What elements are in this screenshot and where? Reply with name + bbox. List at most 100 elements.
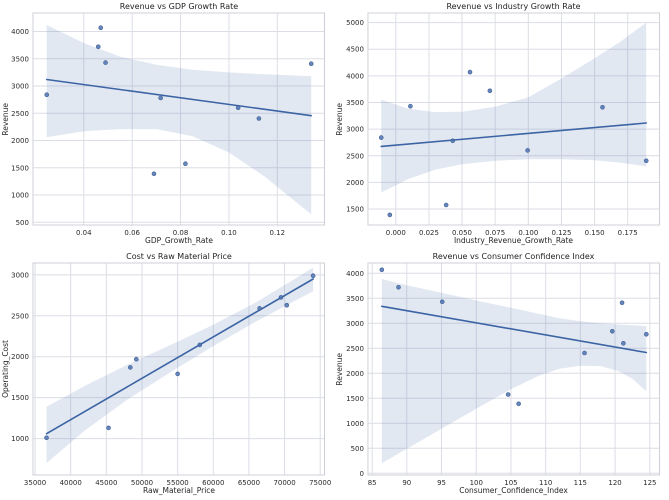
y-tick-label: 3000 [11,82,29,90]
plot-title: Revenue vs GDP Growth Rate [119,2,239,11]
axes-spine [32,12,326,226]
x-tick-label: 0.04 [76,229,92,237]
y-tick-label: 4000 [346,72,364,80]
confidence-band [380,22,646,193]
data-point [106,425,111,431]
x-tick-label: 55000 [167,479,189,487]
y-tick-label: 3500 [346,99,364,107]
x-tick-label: 40000 [60,479,82,487]
regression-line [379,122,647,148]
data-point [284,302,290,308]
axes-spine [32,262,326,476]
x-tick-label: 0.10 [221,229,237,237]
x-tick-label: 0.050 [452,229,472,237]
data-point [158,95,163,101]
x-axis-label: Industry_Revenue_Growth_Rate [453,236,574,245]
y-axis-label: Revenue [0,102,10,136]
plot-background [32,13,325,225]
y-axis-label: Revenue [335,102,344,136]
x-tick-label: 0.150 [584,229,604,237]
x-tick-label: 50000 [131,479,153,487]
x-tick-label: 75000 [309,479,331,487]
y-tick-label: 4000 [11,28,29,36]
x-tick-label: 0.06 [124,229,140,237]
y-tick-label: 1000 [346,420,364,428]
y-tick-label: 1000 [11,191,29,199]
y-tick-label: 3500 [11,55,29,63]
data-point [98,25,104,31]
axes-spine [366,262,660,476]
subplot-revenue-vs-industry-growth-rate: 0.000 0.025 0.050 0.075 0.100 0.125 0.150 0.175… [335,0,669,250]
data-point [235,105,241,111]
y-tick-label: 2000 [11,353,29,361]
data-point [175,371,180,377]
x-tick-label: 0.025 [418,229,438,237]
data-point [256,116,262,121]
data-point [133,356,139,362]
y-tick-label: 2000 [346,370,364,378]
data-point [443,202,448,208]
x-tick-label: 0.100 [518,229,538,237]
x-tick-label: 0.08 [173,229,189,237]
y-tick-label: 1500 [346,395,364,403]
data-point [407,103,413,109]
plot-title: Revenue vs Industry Growth Rate [446,2,581,11]
y-tick-label: 3500 [346,295,364,303]
x-tick-label: 0.12 [270,229,286,237]
x-axis-label: GDP_Growth_Rate [145,236,213,245]
plot-canvas: 35000 40000 45000 50000 55000 60000 65000 70000… [11,262,331,487]
plot-title: Cost vs Raw Material Price [126,252,232,261]
x-tick-label: 120 [608,479,621,487]
data-point [183,161,188,166]
data-point [95,44,101,50]
y-tick-label: 500 [350,445,363,453]
y-tick-label: 2500 [11,110,29,118]
y-tick-label: 1500 [346,205,364,213]
plot-canvas: 0.000 0.025 0.050 0.075 0.100 0.125 0.150 0.175… [346,12,660,237]
plot-background [367,13,660,225]
y-tick-label: 2500 [11,312,29,320]
y-tick-label: 3000 [346,126,364,134]
data-point [128,365,133,370]
plot-canvas: 85 90 95 100 105 110 115 120 125 0 500 1000 1500 2000… [346,262,660,487]
axes-spine [366,12,660,226]
x-tick-label: 35000 [24,479,46,487]
x-tick-label: 100 [469,479,482,487]
plot-canvas: 0.04 0.06 0.08 0.10 0.12 500 1000 1500 2000 2500 3… [11,12,326,237]
subplot-revenue-vs-gdp-growth-rate: 0.04 0.06 0.08 0.10 0.12 500 1000 1500 2000 2500 3… [0,0,335,250]
subplot-revenue-vs-consumer-confidence-index: 85 90 95 100 105 110 115 120 125 0 500 1000 1500 2000… [335,250,669,500]
y-tick-label: 4000 [346,270,364,278]
confidence-band [381,279,646,464]
data-point [449,138,455,144]
y-axis-label-wrap: Revenue [0,13,10,225]
y-tick-label: 0 [359,470,363,478]
y-tick-label: 4500 [346,46,364,54]
y-tick-label: 500 [16,219,29,227]
subplot-cost-vs-raw-material-price: 35000 40000 45000 50000 55000 60000 65000 70000… [0,250,335,500]
y-tick-label: 5000 [346,19,364,27]
data-point [44,92,50,97]
x-tick-label: 0.175 [617,229,637,237]
x-tick-label: 85 [367,479,376,487]
data-point [378,135,384,140]
x-tick-label: 105 [504,479,517,487]
data-point [387,212,392,218]
x-tick-label: 0.075 [485,229,505,237]
data-point [581,350,587,356]
x-tick-label: 65000 [238,479,260,487]
x-axis-label: Consumer_Confidence_Index [459,486,568,495]
x-tick-label: 110 [539,479,552,487]
x-tick-label: 125 [643,479,656,487]
data-point [379,267,384,273]
x-tick-label: 70000 [273,479,295,487]
y-tick-label: 2000 [11,137,29,145]
plot-background [32,263,325,475]
data-point [310,273,316,279]
data-point [278,295,284,300]
data-point [467,69,472,75]
confidence-band [46,267,314,464]
data-point [44,435,49,441]
y-tick-label: 3000 [346,320,364,328]
regression-line [45,78,313,117]
